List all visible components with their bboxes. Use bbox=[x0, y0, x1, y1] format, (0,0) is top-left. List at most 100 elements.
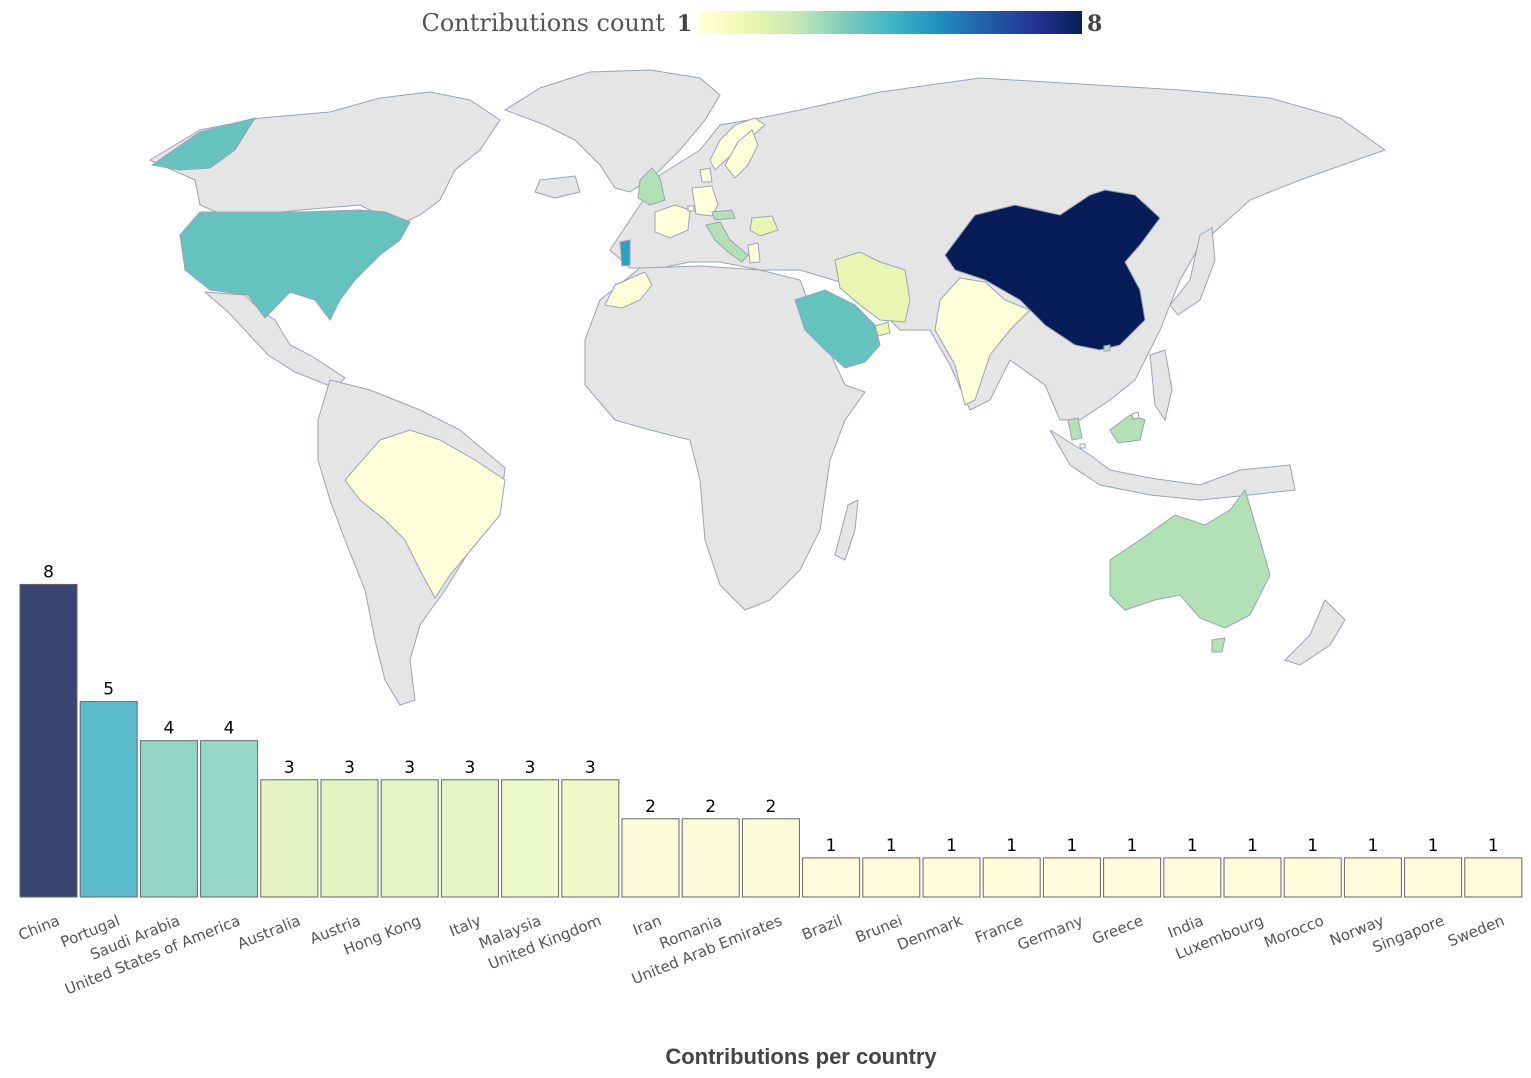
bar-value-label: 3 bbox=[404, 758, 415, 778]
bar-value-label: 1 bbox=[826, 836, 837, 856]
x-tick-label: Greece bbox=[1090, 911, 1146, 948]
map-country-morocco bbox=[604, 271, 653, 309]
map-land-madagascar bbox=[834, 499, 859, 561]
bar-value-label: 4 bbox=[224, 719, 235, 739]
bar-brazil bbox=[802, 857, 861, 898]
x-tick-label: Morocco bbox=[1261, 911, 1326, 951]
x-tick-label: Brazil bbox=[799, 911, 845, 943]
map-country-saudi-arabia bbox=[794, 289, 881, 369]
bar-value-label: 1 bbox=[1488, 836, 1499, 856]
x-tick-label: Denmark bbox=[895, 911, 966, 954]
map-land-new-zealand bbox=[1284, 599, 1346, 666]
bar-france bbox=[982, 857, 1041, 898]
bar-value-label: 3 bbox=[585, 758, 596, 778]
bar-value-label: 1 bbox=[1247, 836, 1258, 856]
map-country-india bbox=[934, 277, 1031, 406]
map-country-romania bbox=[749, 215, 779, 237]
bar-united-arab-emirates bbox=[741, 818, 800, 898]
map-land-iceland bbox=[534, 175, 581, 199]
map-country-brazil bbox=[344, 429, 506, 599]
map-land-philippines bbox=[1149, 349, 1173, 422]
bar-united-kingdom bbox=[561, 779, 620, 898]
bar-value-label: 2 bbox=[705, 797, 716, 817]
bar-germany bbox=[1042, 857, 1101, 898]
bar-luxembourg bbox=[1223, 857, 1282, 898]
map-country-hong-kong bbox=[1103, 344, 1111, 352]
bar-value-label: 3 bbox=[525, 758, 536, 778]
map-land-africa bbox=[584, 265, 866, 611]
bar-value-label: 1 bbox=[1367, 836, 1378, 856]
map-country-germany bbox=[691, 185, 719, 217]
colorbar: Contributions count 1 8 bbox=[421, 9, 1102, 37]
bar-italy bbox=[440, 779, 499, 898]
bar-singapore bbox=[1404, 857, 1463, 898]
map-country-alaska bbox=[150, 117, 257, 171]
map-country-luxembourg bbox=[687, 205, 695, 212]
colorbar-title: Contributions count bbox=[421, 9, 665, 37]
map-country-denmark bbox=[699, 167, 713, 183]
map-land-greenland bbox=[503, 69, 721, 193]
x-tick-label: Sweden bbox=[1445, 911, 1507, 950]
bar-australia bbox=[260, 779, 319, 898]
map-country-austria bbox=[711, 209, 736, 221]
colorbar-min-label: 1 bbox=[677, 11, 692, 37]
bar-value-label: 1 bbox=[1428, 836, 1439, 856]
bar-value-label: 3 bbox=[344, 758, 355, 778]
bar-morocco bbox=[1283, 857, 1342, 898]
map-land-japan bbox=[1169, 227, 1216, 316]
map-country-italy bbox=[705, 221, 749, 263]
map-country-tasmania bbox=[1211, 637, 1226, 653]
bar-united-states-of-america bbox=[200, 740, 259, 898]
map-country-iran bbox=[834, 251, 911, 323]
map-country-australia bbox=[1109, 488, 1271, 629]
bar-value-label: 1 bbox=[1066, 836, 1077, 856]
bar-denmark bbox=[922, 857, 981, 898]
bar-china bbox=[19, 583, 78, 898]
bar-iran bbox=[621, 818, 680, 898]
bar-value-label: 8 bbox=[43, 562, 54, 582]
bar-value-label: 3 bbox=[464, 758, 475, 778]
bar-norway bbox=[1343, 857, 1402, 898]
bar-value-label: 5 bbox=[103, 680, 114, 700]
bar-malaysia bbox=[501, 779, 560, 898]
map-country-uae bbox=[874, 321, 891, 337]
bar-value-label: 1 bbox=[1127, 836, 1138, 856]
x-axis-title: Contributions per country bbox=[665, 1044, 937, 1069]
world-map bbox=[148, 69, 1387, 706]
map-country-brunei bbox=[1131, 411, 1140, 420]
map-country-china bbox=[944, 189, 1161, 351]
bar-value-label: 1 bbox=[886, 836, 897, 856]
x-tick-label: Australia bbox=[235, 911, 303, 953]
bar-value-label: 1 bbox=[1006, 836, 1017, 856]
map-land-indonesia bbox=[1049, 429, 1296, 501]
bar-sweden bbox=[1464, 857, 1523, 898]
bar-value-label: 2 bbox=[765, 797, 776, 817]
map-country-greece bbox=[747, 242, 761, 264]
x-tick-label: China bbox=[16, 911, 62, 944]
colorbar-gradient bbox=[700, 11, 1082, 34]
bar-romania bbox=[681, 818, 740, 898]
map-country-malaysia bbox=[1067, 414, 1146, 444]
bar-greece bbox=[1103, 857, 1162, 898]
bar-hong-kong bbox=[380, 779, 439, 898]
bar-value-label: 1 bbox=[1307, 836, 1318, 856]
map-country-uk bbox=[637, 167, 666, 206]
bar-saudi-arabia bbox=[139, 740, 198, 898]
bar-value-label: 3 bbox=[284, 758, 295, 778]
bar-india bbox=[1163, 857, 1222, 898]
map-country-portugal bbox=[619, 239, 631, 267]
map-country-france bbox=[654, 204, 691, 239]
bar-austria bbox=[320, 779, 379, 898]
bar-value-label: 4 bbox=[163, 719, 174, 739]
x-tick-label: Germany bbox=[1015, 911, 1086, 954]
bar-value-label: 2 bbox=[645, 797, 656, 817]
bar-brunei bbox=[862, 857, 921, 898]
bar-portugal bbox=[79, 701, 138, 898]
bar-value-label: 1 bbox=[946, 836, 957, 856]
map-country-sweden bbox=[724, 129, 759, 179]
map-country-usa bbox=[179, 209, 411, 321]
colorbar-max-label: 8 bbox=[1087, 11, 1102, 37]
map-country-singapore bbox=[1079, 443, 1086, 449]
